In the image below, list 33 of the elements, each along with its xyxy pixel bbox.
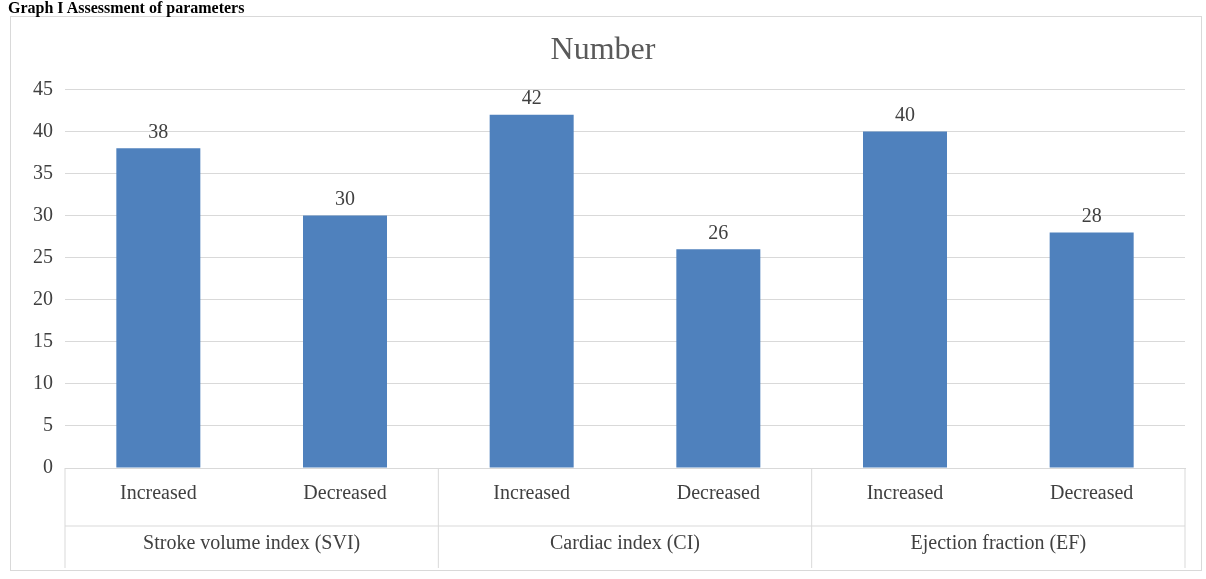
x-tick-label: Decreased [303, 481, 387, 504]
x-tick-label: Decreased [676, 481, 760, 504]
data-label: 28 [1081, 203, 1102, 226]
data-label: 42 [521, 85, 542, 108]
data-label: 38 [148, 119, 169, 142]
y-tick-label: 15 [33, 329, 53, 352]
y-tick-label: 25 [33, 244, 53, 267]
y-tick-label: 0 [43, 455, 53, 478]
y-tick-label: 35 [33, 160, 53, 183]
y-tick-label: 5 [43, 413, 53, 436]
y-tick-label: 30 [33, 202, 53, 225]
y-tick-label: 20 [33, 286, 53, 309]
bar [489, 114, 574, 468]
x-tick-label: Increased [493, 481, 570, 504]
data-label: 40 [895, 102, 915, 125]
bar [676, 249, 761, 468]
y-tick-label: 10 [33, 371, 53, 394]
data-label: 30 [335, 186, 355, 209]
y-tick-label: 40 [33, 118, 53, 141]
x-tick-label: Decreased [1050, 481, 1134, 504]
text: Cardiac index (CI) [550, 531, 700, 555]
bar [863, 131, 947, 468]
x-tick-label: Increased [866, 481, 944, 504]
chart-title: Number [550, 29, 656, 66]
x-tick-label: Increased [120, 481, 197, 504]
text: Stroke volume index (SVI) [143, 531, 361, 555]
text: Graph I Assessment of parameters [8, 0, 246, 16]
bar [1049, 232, 1134, 468]
bar [303, 215, 387, 468]
y-tick-label: 45 [33, 76, 53, 99]
bar [116, 148, 201, 468]
text: Ejection fraction (EF) [910, 531, 1087, 555]
data-label: 26 [708, 220, 729, 243]
